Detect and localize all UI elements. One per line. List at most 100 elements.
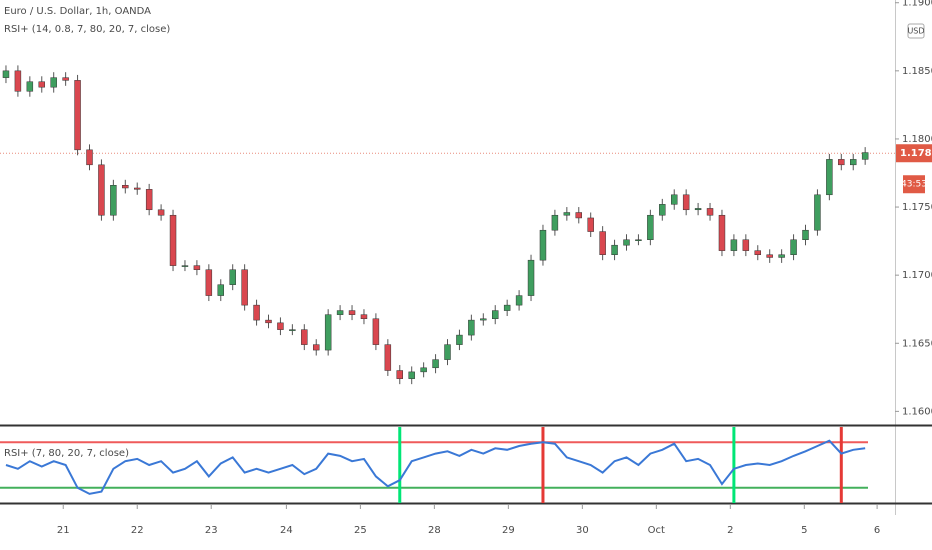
candle-body [229, 269, 236, 285]
candle-body [372, 318, 380, 345]
candle-body [563, 212, 571, 216]
candle-body [122, 185, 129, 189]
candle-body [265, 319, 272, 324]
x-tick-label: 25 [354, 525, 367, 536]
rsi-title: RSI+ (7, 80, 20, 7, close) [4, 448, 129, 459]
candle-body [587, 217, 594, 232]
y-tick-label: 1.18500 [902, 66, 932, 77]
candle-body [539, 229, 547, 261]
x-tick-label: 28 [428, 525, 441, 536]
candle-body [480, 318, 487, 321]
currency: USD [907, 27, 924, 36]
candle-body [301, 329, 308, 345]
candle-body [157, 209, 165, 216]
chart-title: Euro / U.S. Dollar, 1h, OANDA [4, 6, 151, 17]
candle-body [659, 204, 666, 216]
candle-body [718, 214, 726, 251]
candle-body [635, 239, 642, 241]
candle-body [694, 208, 702, 211]
x-tick-label: 29 [502, 525, 515, 536]
candle-body [26, 81, 34, 92]
candle-body [706, 208, 714, 216]
y-tick-label: 1.19000 [902, 0, 932, 9]
currency-box[interactable] [907, 23, 925, 39]
candle-body [169, 214, 177, 266]
candle-body [205, 269, 213, 296]
candle-body [74, 80, 81, 151]
candle-body [360, 314, 368, 319]
candle-body [671, 194, 678, 205]
x-tick-label: 6 [874, 525, 880, 536]
candle-body [14, 70, 22, 92]
candle-body [551, 214, 559, 231]
x-tick-label: 21 [57, 525, 70, 536]
candle-body [838, 159, 845, 166]
countdown-box [903, 175, 925, 194]
candle-body [110, 185, 117, 216]
candle-body [86, 149, 93, 166]
candle-body [814, 194, 821, 231]
candle-body [599, 231, 606, 255]
y-tick-label: 1.17000 [902, 270, 932, 281]
candle-body [50, 77, 57, 88]
candle-body [575, 212, 582, 219]
y-tick-label: 1.18000 [902, 134, 932, 145]
candle-body [289, 329, 296, 331]
y-tick-label: 1.16000 [902, 406, 932, 417]
candle-body [623, 239, 630, 246]
candle-body [515, 295, 523, 306]
candle-body [790, 239, 797, 255]
candle-body [134, 187, 141, 190]
candle-body [456, 334, 463, 345]
candle-body [682, 194, 690, 211]
candle-body [802, 229, 809, 240]
candle-body [336, 310, 344, 315]
candle-body [2, 70, 10, 78]
x-tick-label: 23 [205, 525, 218, 536]
candle-body [348, 310, 356, 315]
candle-body [277, 322, 284, 330]
candle-body [181, 265, 189, 267]
candle-body [861, 152, 869, 160]
candle-body [420, 367, 427, 373]
candle-body [384, 344, 392, 371]
candle-body [492, 310, 499, 320]
candle-body [62, 77, 69, 81]
rsi-line [5, 439, 866, 495]
candle-body [754, 250, 761, 255]
x-tick-label: Oct [648, 525, 665, 536]
candle-body [98, 164, 105, 216]
candle-body [766, 254, 773, 258]
candle-body [193, 265, 201, 270]
y-tick-label: 1.16500 [902, 338, 932, 349]
last-price-box [896, 144, 932, 163]
candle-body [778, 254, 785, 258]
candle-body [527, 259, 535, 296]
candle-body [444, 344, 451, 360]
candle-body [850, 159, 857, 166]
candle-body [241, 269, 248, 306]
candle-body [468, 319, 475, 336]
candle-body [647, 214, 654, 240]
countdown: 43:53 [901, 180, 927, 190]
candle-body [38, 81, 45, 88]
indicator-title: RSI+ (14, 0.8, 7, 80, 20, 7, close) [4, 24, 170, 35]
candle-body [826, 159, 833, 196]
candle-body [313, 344, 320, 351]
candle-body [503, 304, 511, 311]
x-tick-label: 5 [801, 525, 807, 536]
x-tick-label: 24 [280, 525, 293, 536]
x-tick-label: 2 [727, 525, 733, 536]
x-tick-label: 22 [131, 525, 144, 536]
candle-body [253, 304, 260, 321]
candle-body [145, 189, 153, 211]
x-tick-label: 30 [576, 525, 589, 536]
y-tick-label: 1.17500 [902, 202, 932, 213]
candle-body [324, 314, 332, 351]
candle-body [432, 359, 439, 369]
candle-body [730, 239, 738, 251]
candle-body [611, 244, 618, 255]
candle-body [408, 371, 415, 379]
candle-body [396, 370, 403, 379]
